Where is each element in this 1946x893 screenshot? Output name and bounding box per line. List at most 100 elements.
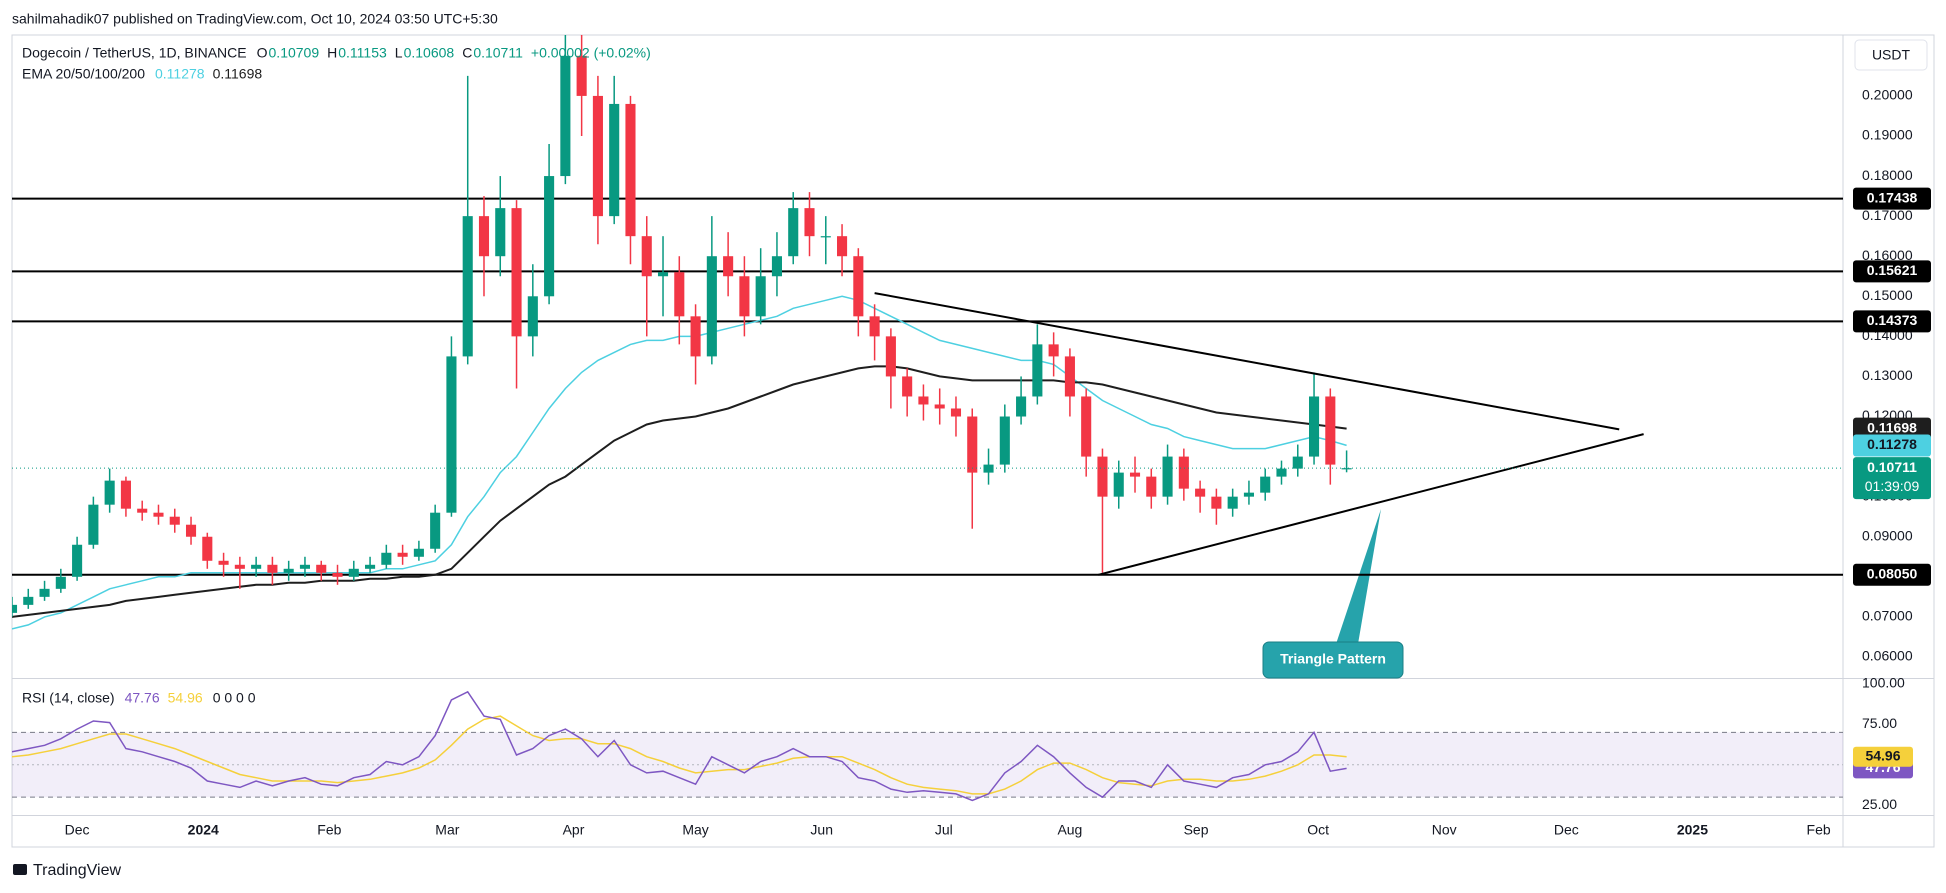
x-tick-label: May [682, 822, 708, 838]
candle-body [560, 55, 571, 177]
candle-body [739, 276, 750, 317]
ohlc-label: H [327, 45, 337, 61]
candle-body [1097, 456, 1108, 497]
level-label: 0.15621 [1867, 262, 1918, 278]
candle-body [397, 552, 408, 557]
candle-body [820, 236, 831, 238]
candle-body [641, 236, 652, 277]
candle-body [185, 524, 197, 537]
rsi-line [12, 690, 1347, 802]
y-tick-label: 0.19000 [1862, 127, 1913, 143]
indicator-value: 0.11278 [155, 66, 205, 82]
y-tick-label: 0.20000 [1862, 87, 1913, 103]
annotation-pointer [1336, 509, 1381, 644]
candle-body [478, 216, 490, 257]
rsi-legend: 47.76 [125, 690, 160, 706]
ohlc-label: O [257, 45, 268, 61]
candle-body [1292, 456, 1303, 469]
currency-button[interactable] [1854, 39, 1928, 71]
annotation-text: Triangle Pattern [1280, 651, 1386, 667]
frame [11, 34, 1935, 848]
level-label: 0.14373 [1867, 312, 1918, 328]
trendline [874, 292, 1620, 431]
candle-body [885, 336, 896, 377]
ohlc-value: 0.11153 [338, 45, 387, 61]
candle-body [1178, 456, 1189, 489]
chart-title: Dogecoin / TetherUS, 1D, BINANCE [22, 45, 247, 61]
candle-body [39, 588, 50, 597]
ohlc-value: 0.10608 [404, 45, 455, 61]
annotation: Triangle Pattern [1262, 509, 1404, 679]
candle-body [348, 568, 359, 577]
x-tick-label: Dec [1554, 822, 1579, 838]
y-tick-label: 0.16000 [1862, 247, 1913, 263]
candle-body [267, 564, 278, 573]
y-tick-label: 0.17000 [1862, 207, 1913, 223]
y-tick-label: 0.07000 [1862, 608, 1913, 624]
candle-body [430, 512, 441, 549]
candle-body [234, 564, 245, 569]
ohlc-label: C [462, 45, 472, 61]
y-tick-label: 0.13000 [1862, 367, 1913, 383]
ohlc-value: 0.10709 [269, 45, 320, 61]
candle-body [202, 536, 213, 561]
candle-body [88, 504, 99, 545]
candle-body [950, 408, 962, 417]
candle-body [837, 236, 848, 257]
candle-body [446, 356, 457, 513]
rsi-tick-label: 75.00 [1862, 715, 1897, 731]
x-tick-label: Mar [435, 822, 459, 838]
candle-body [1129, 472, 1141, 477]
candle-body [299, 564, 311, 569]
candle-body [1341, 468, 1352, 470]
rsi-legend: 54.96 [168, 690, 203, 706]
candle-body [365, 564, 376, 569]
y-tick-label: 0.09000 [1862, 527, 1913, 543]
trendline [1098, 433, 1644, 576]
x-tick-label: Apr [563, 822, 585, 838]
rsi-tick-label: 25.00 [1862, 796, 1897, 812]
candle-body [1064, 356, 1075, 397]
ema-slow-label: 0.11698 [1867, 419, 1917, 435]
candle-body [169, 516, 180, 525]
ema-line [12, 365, 1347, 618]
candle-body [1016, 396, 1027, 417]
price-pane [12, 35, 1843, 630]
level-label: 0.17438 [1867, 189, 1918, 205]
candle-body [381, 552, 392, 565]
currency[interactable]: USDT [1872, 47, 1911, 63]
y-tick-label: 0.15000 [1862, 287, 1913, 303]
x-tick-label: Feb [1807, 822, 1831, 838]
candle-body [576, 55, 587, 96]
ema-slow-box [1853, 417, 1931, 440]
rsi-tick-label: 100.00 [1862, 674, 1905, 690]
candle-body [12, 604, 18, 613]
candle-body [1276, 468, 1287, 477]
x-tick-label: Dec [65, 822, 90, 838]
candle-body [495, 208, 506, 257]
candle-body [869, 316, 880, 337]
annotation-box [1262, 641, 1404, 679]
publisher: sahilmahadik07 published on TradingView.… [12, 11, 498, 27]
candle-body [153, 512, 164, 517]
candle-body [283, 568, 294, 573]
change-label: +0.00002 (+0.02%) [531, 45, 651, 61]
level-box [1853, 187, 1931, 210]
rsi-line [12, 715, 1347, 795]
level-box [1853, 260, 1931, 283]
candle-body [592, 95, 603, 217]
rsi-value-label: 54.96 [1865, 747, 1900, 763]
candle-body [674, 272, 685, 317]
candle-body [316, 564, 327, 573]
ohlc-value: 0.10711 [473, 45, 523, 61]
ema-fast-box [1853, 434, 1931, 457]
candle-body [755, 276, 766, 317]
footer-logo [13, 864, 27, 875]
candle-body [609, 103, 620, 217]
x-tick-label: Jul [935, 822, 953, 838]
candle-body [853, 256, 864, 317]
candle-body [332, 572, 343, 577]
x-tick-label: 2024 [188, 822, 219, 838]
